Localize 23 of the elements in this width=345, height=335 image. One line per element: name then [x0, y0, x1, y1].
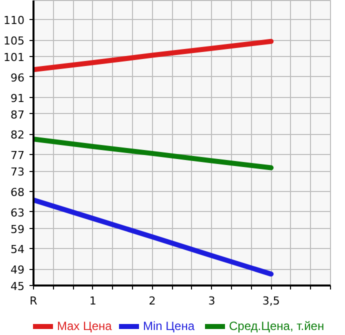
y-tick-label: 105	[4, 34, 25, 48]
x-tick-label: 2	[148, 294, 156, 308]
y-tick-label: 96	[10, 71, 25, 84]
y-tick-label: 59	[10, 222, 25, 236]
y-tick-label: 49	[10, 264, 25, 277]
legend-label: Сред.Цена, т.йен	[229, 319, 324, 333]
x-tick-label: 1	[89, 294, 96, 308]
x-tick-label: R	[30, 294, 38, 308]
y-tick-label: 54	[10, 243, 25, 256]
legend-label: Max Цена	[57, 319, 112, 333]
y-tick-label: 73	[10, 166, 25, 179]
y-tick-label: 45	[10, 280, 25, 293]
y-tick-label: 82	[10, 128, 25, 142]
y-tick-label: 77	[10, 149, 25, 162]
x-tick-label: 3	[208, 294, 216, 308]
y-tick-label: 110	[4, 14, 25, 28]
y-tick-label: 63	[10, 206, 25, 220]
legend-label: Min Цена	[143, 319, 195, 333]
x-tick-label: 3,5	[262, 294, 280, 308]
y-tick-label: 91	[10, 92, 25, 105]
y-tick-label: 101	[4, 51, 25, 64]
y-tick-label: 87	[10, 108, 25, 122]
y-tick-label: 68	[10, 186, 25, 199]
